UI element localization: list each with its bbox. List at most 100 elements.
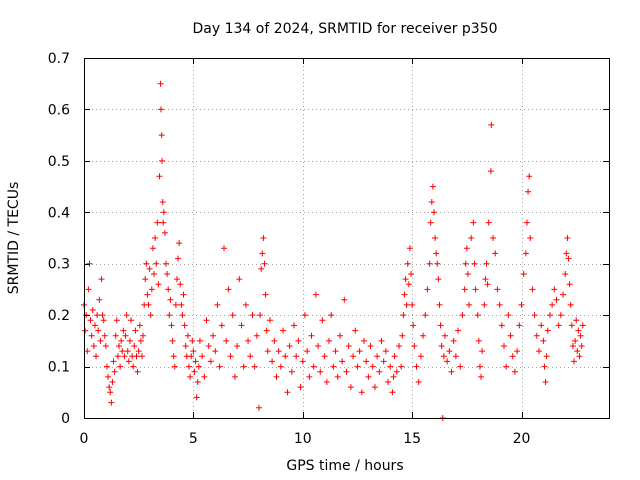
data-point (98, 276, 105, 283)
data-point (482, 276, 489, 283)
data-point (494, 286, 501, 293)
data-point (522, 250, 529, 257)
data-point (131, 343, 138, 349)
data-point (487, 168, 494, 175)
data-point (168, 322, 175, 329)
data-point (142, 276, 149, 283)
data-point (121, 353, 128, 360)
data-point (463, 245, 470, 252)
data-point (466, 301, 472, 308)
data-point (455, 327, 462, 334)
data-point (171, 363, 178, 370)
data-point (472, 286, 479, 293)
y-tick-label: 0 (61, 411, 70, 427)
data-point (564, 235, 571, 241)
data-point (138, 353, 145, 360)
data-point (413, 363, 420, 370)
data-point (145, 301, 152, 308)
data-point (175, 255, 182, 262)
data-point (332, 348, 339, 355)
data-point (96, 296, 103, 303)
data-point (538, 322, 545, 329)
data-point (221, 245, 227, 252)
data-point (110, 358, 117, 365)
data-point (85, 286, 92, 293)
data-point (403, 301, 410, 308)
data-point (345, 343, 352, 349)
data-point (177, 281, 184, 288)
y-tick-label: 0.5 (48, 154, 70, 170)
data-point (192, 358, 199, 365)
data-point (488, 121, 495, 128)
data-point (420, 332, 427, 339)
data-point (374, 353, 381, 360)
data-point (164, 271, 171, 277)
data-point (448, 368, 455, 375)
data-point (225, 286, 232, 293)
data-point (529, 286, 536, 293)
data-point (107, 389, 114, 396)
data-point (427, 219, 434, 226)
data-point (245, 337, 252, 344)
data-point (126, 337, 133, 344)
data-point (422, 312, 429, 319)
y-tick-label: 0.6 (48, 102, 70, 118)
data-point (149, 245, 156, 252)
data-point (481, 301, 488, 308)
x-tick-label: 0 (80, 431, 89, 447)
data-point (399, 332, 406, 339)
data-point (555, 322, 562, 329)
y-axis-label: SRMTID / TECUs (6, 182, 22, 295)
data-point (557, 312, 564, 319)
data-point (112, 332, 119, 339)
data-point (133, 353, 140, 360)
data-point (406, 245, 413, 252)
data-point (166, 312, 173, 319)
data-point (312, 291, 319, 298)
data-point (393, 368, 400, 375)
data-point (573, 317, 580, 324)
data-point (203, 317, 210, 324)
data-point (516, 322, 523, 329)
data-point (462, 260, 469, 267)
data-point (336, 332, 343, 339)
data-point (396, 343, 402, 349)
data-point (223, 337, 230, 344)
data-point (260, 235, 267, 241)
data-point (159, 157, 166, 164)
data-point (257, 312, 264, 319)
data-point (176, 240, 183, 247)
data-point (91, 322, 98, 329)
data-point (527, 235, 534, 241)
data-point (450, 337, 457, 344)
x-axis-label: GPS time / hours (286, 458, 403, 474)
data-point (82, 327, 89, 334)
plot-frame (84, 58, 610, 419)
data-point (514, 348, 521, 355)
data-point (282, 353, 289, 360)
x-tick-label: 5 (189, 431, 198, 447)
data-point (242, 301, 249, 308)
data-point (173, 276, 180, 283)
data-point (525, 188, 532, 195)
data-point (152, 235, 159, 241)
data-point (518, 301, 525, 308)
data-point (261, 260, 268, 267)
data-point (196, 337, 203, 344)
data-point (116, 343, 122, 349)
data-point (158, 132, 165, 139)
data-point (148, 286, 155, 293)
data-point (286, 343, 293, 349)
data-point (258, 265, 265, 272)
data-point (470, 219, 477, 226)
data-point (574, 348, 581, 355)
data-point (417, 353, 424, 360)
data-point (569, 343, 576, 349)
data-point (140, 332, 147, 339)
data-point (130, 363, 137, 370)
data-point (187, 373, 194, 380)
data-point (350, 353, 357, 360)
data-point (84, 348, 91, 355)
data-point (435, 276, 442, 283)
